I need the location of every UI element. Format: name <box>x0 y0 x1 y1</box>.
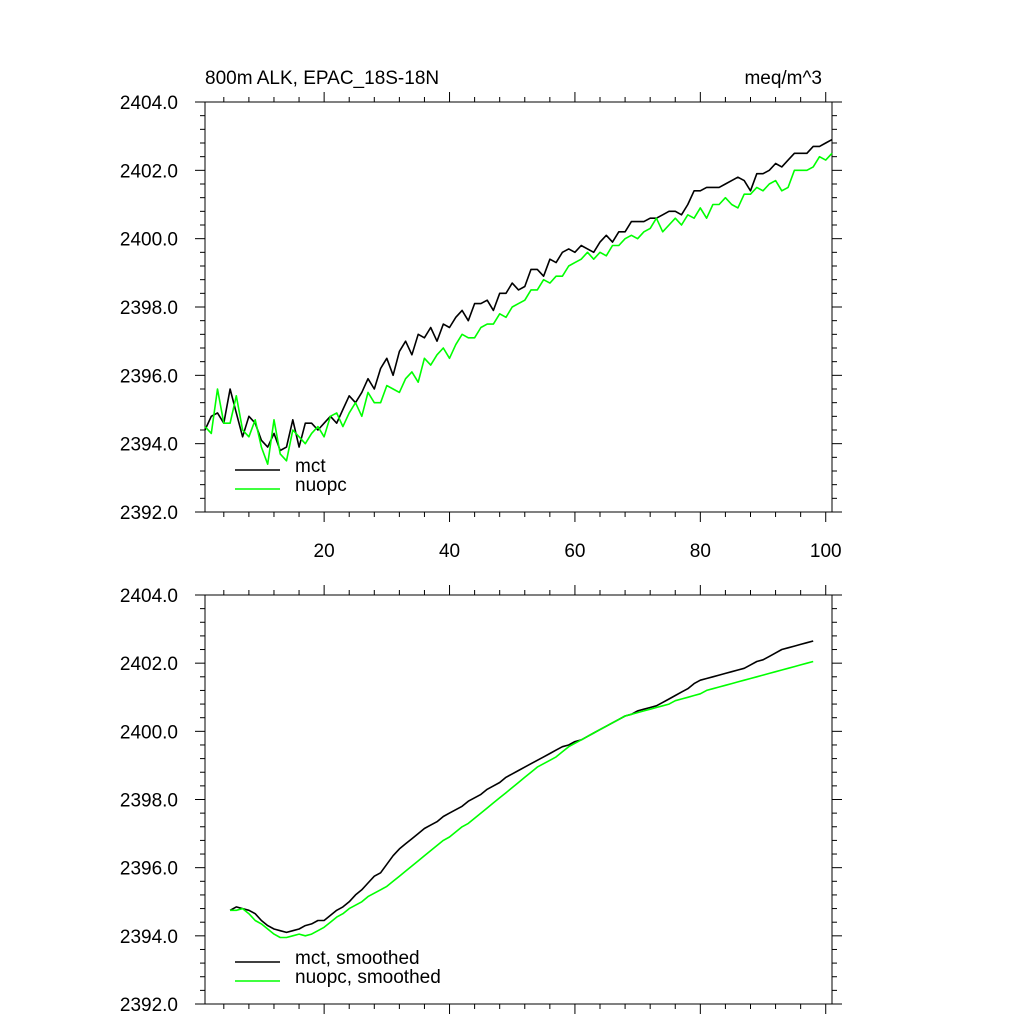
series-line-0 <box>229 640 814 934</box>
legend-label: mct, smoothed <box>295 948 420 969</box>
title-left: 800m ALK, EPAC_18S-18N <box>205 68 439 89</box>
y-tick-label: 2404.0 <box>120 586 178 607</box>
x-tick-label: 80 <box>690 541 711 562</box>
y-tick-label: 2404.0 <box>120 93 178 114</box>
legend-label: mct <box>295 456 326 477</box>
legend-label: nuopc, smoothed <box>295 967 441 988</box>
series-line-1 <box>230 660 814 939</box>
y-tick-label: 2398.0 <box>120 791 178 812</box>
x-tick-label: 60 <box>564 541 585 562</box>
y-tick-label: 2396.0 <box>120 366 178 387</box>
y-tick-label: 2392.0 <box>120 995 178 1016</box>
panel-top: 2392.0 2394.0 2396.0 2398.0 2400.0 2402.0 2404… <box>120 92 842 562</box>
y-tick-label: 2394.0 <box>120 927 178 948</box>
series-line-0 <box>204 138 833 452</box>
y-tick-label: 2392.0 <box>120 503 178 524</box>
series-line-1 <box>204 152 833 466</box>
y-tick-label: 2394.0 <box>120 435 178 456</box>
x-tick-label: 100 <box>810 541 842 562</box>
y-tick-label: 2402.0 <box>120 654 178 675</box>
x-tick-label: 20 <box>314 541 335 562</box>
legend-label: nuopc <box>295 475 347 496</box>
y-tick-label: 2400.0 <box>120 230 178 251</box>
x-tick-label: 40 <box>439 541 460 562</box>
y-tick-label: 2400.0 <box>120 722 178 743</box>
title-right: meq/m^3 <box>744 68 822 89</box>
y-tick-label: 2402.0 <box>120 161 178 182</box>
y-tick-label: 2396.0 <box>120 859 178 880</box>
y-tick-label: 2398.0 <box>120 298 178 319</box>
panel-bottom: 2392.0 2394.0 2396.0 2398.0 2400.0 2402.0 2404… <box>120 585 842 1016</box>
